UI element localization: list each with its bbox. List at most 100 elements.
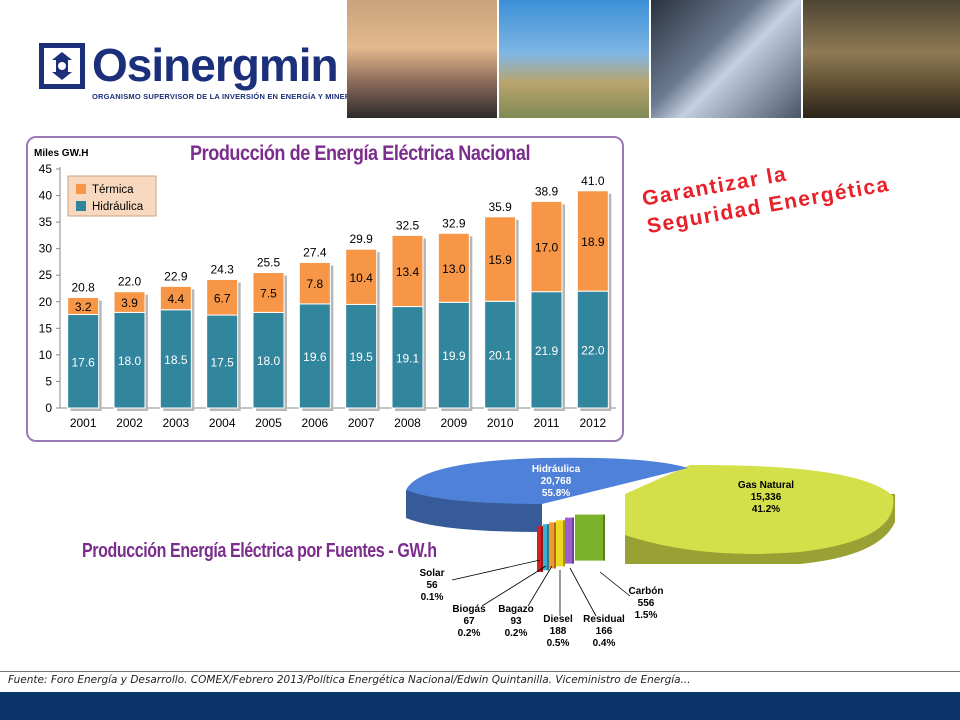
y-tick-label: 45 — [39, 162, 53, 176]
y-axis-unit-label: Miles GW.H — [34, 148, 89, 159]
pie-label-bagazo: 0.2% — [505, 628, 528, 639]
pie-label-biogás: Biogás — [452, 604, 486, 615]
pie-slice-edge — [554, 522, 556, 569]
data-label-hidraulica: 19.1 — [396, 351, 420, 365]
pie-slice-residual — [565, 517, 574, 564]
y-tick-label: 15 — [39, 321, 53, 335]
pie-label-bagazo: Bagazo — [498, 604, 534, 615]
pie-leader-line — [481, 565, 547, 607]
bar-termica — [437, 232, 470, 303]
bar-hidraulica — [437, 301, 470, 409]
data-label-termica: 15.9 — [488, 253, 512, 267]
pie-label-carbón: 556 — [638, 598, 655, 609]
header-banner: Osinergmin ORGANISMO SUPERVISOR DE LA IN… — [0, 0, 960, 120]
pie-label-diesel: Diesel — [543, 614, 573, 625]
bar-termica — [576, 190, 609, 292]
bar-hidraulica — [252, 311, 285, 409]
data-label-total: 24.3 — [210, 262, 234, 276]
data-label-total: 35.9 — [488, 200, 512, 214]
oil-rig-photo — [499, 0, 649, 118]
data-label-termica: 7.5 — [260, 286, 277, 300]
bar-termica — [206, 278, 239, 316]
pie-label-hidráulica: Hidráulica — [532, 464, 581, 475]
data-label-hidraulica: 18.5 — [164, 353, 188, 367]
bar-termica — [391, 234, 424, 308]
pie-label-diesel: 188 — [550, 626, 567, 637]
source-note: Fuente: Foro Energía y Desarrollo. COMEX… — [8, 674, 691, 686]
data-label-termica: 3.2 — [75, 300, 92, 314]
bar-termica — [530, 200, 563, 293]
pie-leader-line — [599, 571, 631, 597]
pie-label-residual: Residual — [583, 614, 625, 625]
pie-label-carbón: 1.5% — [635, 610, 658, 621]
power-lines-photo — [347, 0, 497, 118]
bar-termica — [67, 297, 100, 316]
data-label-hidraulica: 19.9 — [442, 349, 466, 363]
data-label-termica: 18.9 — [581, 235, 605, 249]
logo-emblem-icon — [39, 43, 85, 89]
data-label-hidraulica: 18.0 — [118, 354, 142, 368]
footer-bar — [0, 692, 960, 720]
pie-slice-biogás — [543, 524, 549, 571]
data-label-termica: 6.7 — [214, 291, 231, 305]
data-label-termica: 3.9 — [121, 296, 138, 310]
y-tick-label: 5 — [45, 374, 52, 388]
pie-label-hidráulica: 55.8% — [542, 488, 570, 499]
bar-hidraulica — [298, 303, 331, 409]
data-label-termica: 13.4 — [396, 265, 420, 279]
y-tick-label: 30 — [39, 242, 53, 256]
bar-hidraulica — [159, 309, 192, 409]
data-label-hidraulica: 22.0 — [581, 344, 605, 358]
pie-label-carbón: Carbón — [629, 586, 664, 597]
pie-slice-gas-natural — [625, 464, 894, 554]
x-tick-label: 2006 — [301, 416, 328, 430]
bar-termica — [252, 272, 285, 313]
x-tick-label: 2011 — [534, 416, 560, 430]
data-label-total: 22.9 — [164, 269, 188, 283]
pie-label-diesel: 0.5% — [547, 638, 570, 649]
pie-label-hidráulica: 20,768 — [541, 476, 572, 487]
y-tick-label: 40 — [39, 189, 53, 203]
bar-hidraulica — [345, 303, 378, 409]
pie-label-bagazo: 93 — [510, 616, 522, 627]
pie-label-biogás: 67 — [463, 616, 475, 627]
bar-termica — [345, 248, 378, 305]
x-tick-label: 2003 — [162, 416, 189, 430]
mine-tunnel-photo — [803, 0, 960, 118]
pie-chart-title: Producción Energía Eléctrica por Fuentes… — [82, 540, 437, 562]
pie-label-solar: 0.1% — [421, 592, 444, 603]
bar-hidraulica — [391, 306, 424, 409]
data-label-hidraulica: 21.9 — [535, 344, 559, 358]
x-tick-label: 2004 — [209, 416, 236, 430]
data-label-hidraulica: 19.5 — [349, 350, 373, 364]
bar-termica — [484, 216, 517, 302]
bar-termica — [298, 261, 331, 305]
pie-slice-solar — [537, 526, 543, 572]
data-label-total: 32.9 — [442, 216, 466, 230]
legend-label: Hidráulica — [92, 201, 144, 213]
welding-photo — [651, 0, 801, 118]
pie-slice-bagazo — [549, 522, 556, 569]
pie-label-gas natural: Gas Natural — [738, 480, 794, 491]
data-label-total: 25.5 — [257, 256, 281, 270]
y-tick-label: 20 — [39, 295, 53, 309]
data-label-hidraulica: 18.0 — [257, 354, 281, 368]
logo-wordmark: Osinergmin — [92, 39, 339, 91]
bar-hidraulica — [530, 291, 563, 409]
legend-label: Térmica — [92, 184, 134, 196]
data-label-hidraulica: 17.6 — [71, 355, 95, 369]
pie-slice-edge — [541, 526, 543, 572]
bar-hidraulica — [67, 314, 100, 409]
pie-label-gas natural: 15,336 — [751, 492, 782, 503]
pie-slice-edge — [603, 514, 605, 561]
bar-hidraulica — [484, 300, 517, 409]
pie-slice-edge — [572, 517, 574, 564]
x-tick-label: 2010 — [487, 416, 514, 430]
pie-label-solar: 56 — [426, 580, 438, 591]
legend-swatch — [76, 201, 86, 211]
data-label-termica: 4.4 — [167, 292, 184, 306]
pie-slice-edge — [547, 524, 549, 571]
bar-hidraulica — [206, 314, 239, 409]
pie-slice-edge — [563, 520, 565, 567]
